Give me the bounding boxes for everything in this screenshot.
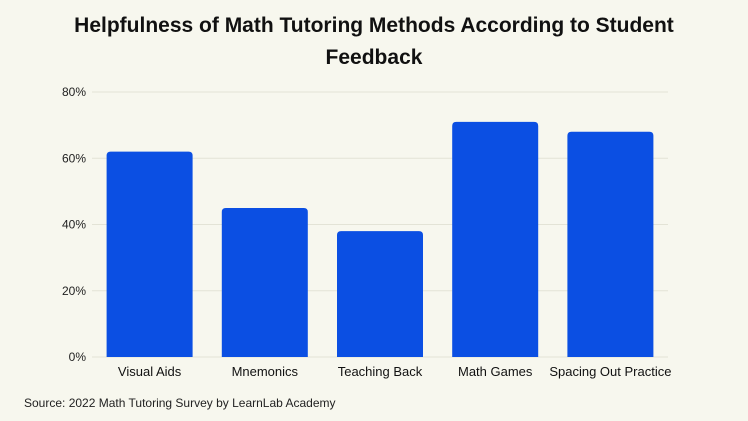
chart-title: Helpfulness of Math Tutoring Methods Acc… [0, 10, 748, 74]
source-note: Source: 2022 Math Tutoring Survey by Lea… [24, 396, 336, 410]
y-tick-label: 40% [62, 218, 86, 232]
y-axis-ticks: 0% 20% 40% 60% 80% [62, 85, 86, 364]
y-tick-label: 20% [62, 284, 86, 298]
x-category-label: Mnemonics [232, 364, 299, 379]
x-axis-labels: Visual Aids Mnemonics Teaching Back Math Ga… [118, 364, 672, 379]
bar-visual-aids [106, 151, 193, 357]
x-category-label: Math Games [458, 364, 533, 379]
x-category-label: Visual Aids [118, 364, 182, 379]
bar-mnemonics [221, 207, 308, 357]
x-category-label: Teaching Back [338, 364, 423, 379]
bar-teaching-back [337, 231, 423, 357]
chart-title-line-2: Feedback [325, 46, 423, 69]
bar-math-games [452, 121, 539, 357]
y-tick-label: 80% [62, 85, 86, 99]
bars [106, 121, 654, 357]
chart-title-line-1: Helpfulness of Math Tutoring Methods Acc… [74, 14, 674, 37]
y-tick-label: 60% [62, 151, 86, 165]
y-tick-label: 0% [69, 350, 87, 364]
bar-spacing-out-practice [567, 131, 654, 357]
x-category-label: Spacing Out Practice [549, 364, 671, 379]
